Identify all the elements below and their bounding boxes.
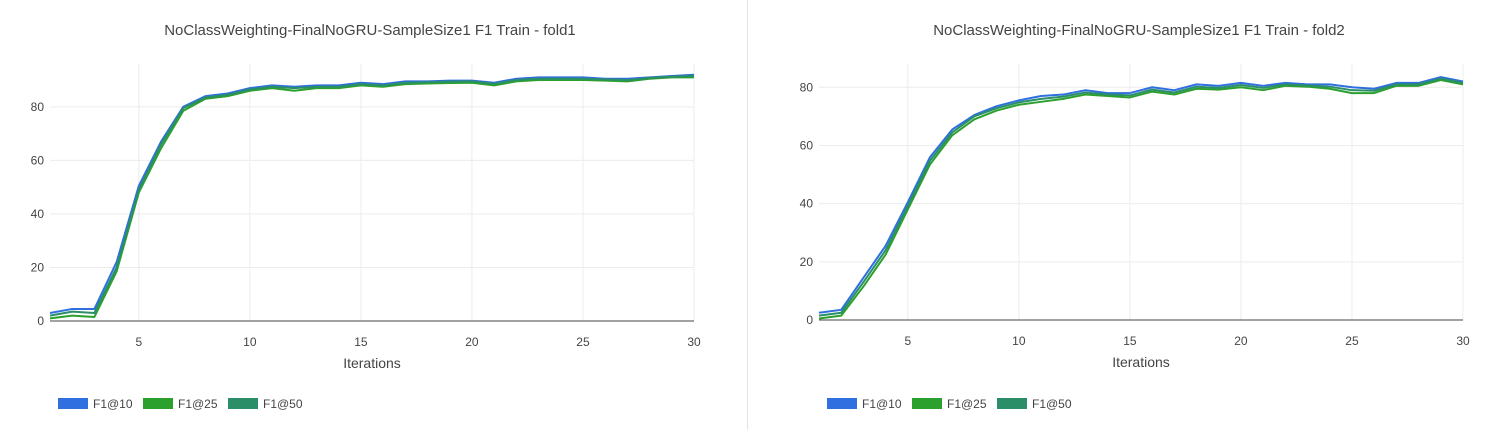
x-tick-label: 5 [904, 334, 911, 348]
y-tick-label: 0 [37, 314, 44, 328]
grid [50, 64, 695, 321]
legend-label: F1@10 [93, 397, 133, 411]
legend-item[interactable]: F1@50 [228, 397, 303, 411]
x-tick-label: 15 [354, 335, 368, 349]
x-tick-label: 25 [1345, 334, 1359, 348]
legend-item[interactable]: F1@25 [912, 397, 987, 411]
series-line-f1-at-10 [49, 73, 695, 314]
legend-swatch [997, 398, 1027, 409]
y-tick-label: 60 [31, 153, 45, 167]
chart-panel-fold1: NoClassWeighting-FinalNoGRU-SampleSize1 … [0, 0, 748, 430]
y-tick-label: 20 [31, 260, 45, 274]
x-tick-label: 20 [1234, 334, 1248, 348]
x-tick-label: 30 [1456, 334, 1470, 348]
x-tick-label: 5 [135, 335, 142, 349]
legend-label: F1@10 [862, 397, 902, 411]
series-line-f1-at-25 [818, 79, 1464, 320]
y-tick-label: 0 [806, 313, 813, 327]
legend-swatch [228, 398, 258, 409]
panel-divider [747, 0, 748, 430]
legend-item[interactable]: F1@10 [827, 397, 902, 411]
chart-title: NoClassWeighting-FinalNoGRU-SampleSize1 … [933, 22, 1345, 39]
legend-label: F1@50 [263, 397, 303, 411]
legend-item[interactable]: F1@10 [58, 397, 133, 411]
series-line-f1-at-50 [818, 77, 1464, 317]
y-tick-label: 20 [800, 255, 814, 269]
legend-swatch [143, 398, 173, 409]
y-tick-label: 60 [800, 138, 814, 152]
legend-item[interactable]: F1@50 [997, 397, 1072, 411]
x-tick-label: 15 [1123, 334, 1137, 348]
legend: F1@10 F1@25 F1@50 [58, 397, 303, 411]
y-tick-label: 40 [800, 197, 814, 211]
chart-fold1: NoClassWeighting-FinalNoGRU-SampleSize1 … [31, 22, 701, 411]
x-axis-label: Iterations [343, 355, 401, 371]
chart-title: NoClassWeighting-FinalNoGRU-SampleSize1 … [164, 22, 576, 39]
legend-swatch [912, 398, 942, 409]
y-tick-label: 80 [31, 100, 45, 114]
legend: F1@10 F1@25 F1@50 [827, 397, 1072, 411]
legend-item[interactable]: F1@25 [143, 397, 218, 411]
chart-fold2: NoClassWeighting-FinalNoGRU-SampleSize1 … [800, 22, 1470, 411]
legend-swatch [58, 398, 88, 409]
y-tick-label: 40 [31, 207, 45, 221]
chart-panel-fold2: NoClassWeighting-FinalNoGRU-SampleSize1 … [749, 0, 1504, 430]
y-tick-label: 80 [800, 80, 814, 94]
legend-label: F1@50 [1032, 397, 1072, 411]
x-tick-label: 10 [243, 335, 257, 349]
series-line-f1-at-25 [49, 76, 694, 320]
x-tick-label: 10 [1012, 334, 1026, 348]
x-tick-label: 25 [576, 335, 590, 349]
x-tick-label: 30 [687, 335, 701, 349]
x-tick-label: 20 [465, 335, 479, 349]
series-line-f1-at-10 [818, 76, 1464, 314]
series-line-f1-at-50 [49, 75, 695, 317]
legend-swatch [827, 398, 857, 409]
legend-label: F1@25 [947, 397, 987, 411]
legend-label: F1@25 [178, 397, 218, 411]
x-axis-label: Iterations [1112, 354, 1170, 370]
